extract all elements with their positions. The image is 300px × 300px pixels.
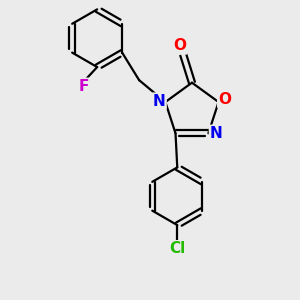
Text: N: N bbox=[153, 94, 166, 109]
Text: O: O bbox=[218, 92, 231, 107]
Text: Cl: Cl bbox=[169, 241, 185, 256]
Text: F: F bbox=[79, 79, 89, 94]
Text: N: N bbox=[210, 126, 223, 141]
Text: O: O bbox=[173, 38, 186, 53]
